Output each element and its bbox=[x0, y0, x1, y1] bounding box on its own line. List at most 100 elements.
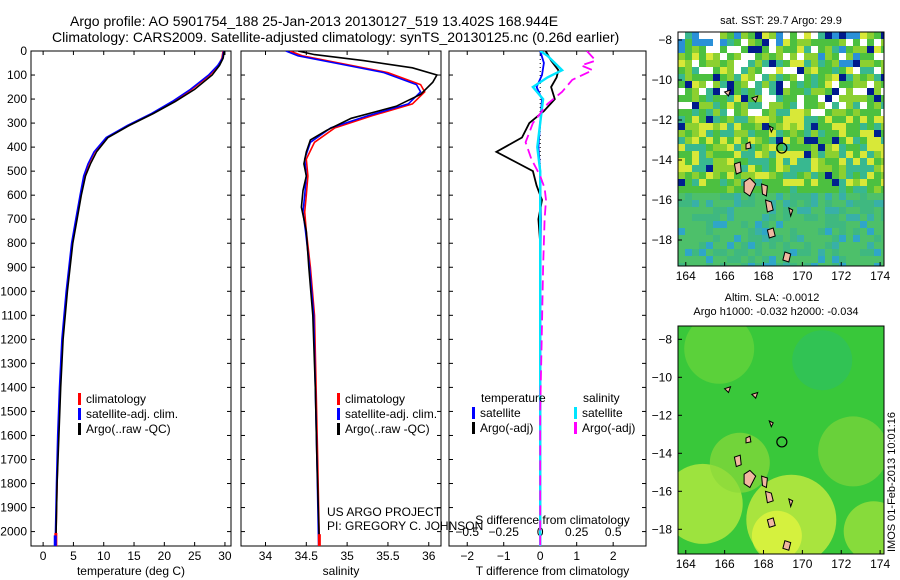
sst_map-cell bbox=[867, 179, 875, 187]
sst_map-cell bbox=[867, 165, 875, 173]
sst_map-cell bbox=[762, 46, 770, 54]
sst_map-cell bbox=[839, 151, 847, 159]
sst_map-cell bbox=[804, 228, 812, 236]
sst_map-cell bbox=[797, 67, 805, 75]
sst_map-cell bbox=[811, 102, 819, 110]
sst_map-cell bbox=[748, 200, 756, 208]
sst_map-cell bbox=[741, 256, 749, 264]
sst_map-cell bbox=[713, 46, 721, 54]
sst_map-cell bbox=[797, 214, 805, 222]
sst_map-cell bbox=[741, 172, 749, 180]
sst_map-cell bbox=[839, 46, 847, 54]
sst_map-cell bbox=[699, 221, 707, 229]
sst_map-cell bbox=[874, 53, 882, 61]
sst_map-cell bbox=[832, 81, 840, 89]
sst_map-cell bbox=[692, 186, 700, 194]
difference-xtick-label: 2 bbox=[610, 549, 617, 563]
salinity-xtick-label: 34.5 bbox=[295, 549, 319, 563]
sst_map-cell bbox=[678, 60, 686, 68]
sst_map-cell bbox=[685, 116, 693, 124]
sst_map-cell bbox=[678, 179, 686, 187]
sst_map-cell bbox=[713, 130, 721, 138]
sst_map-cell bbox=[839, 32, 847, 40]
sst_map-cell bbox=[713, 242, 721, 250]
sst_map-cell bbox=[734, 172, 742, 180]
sst_map-cell bbox=[685, 151, 693, 159]
sst_map-cell bbox=[706, 263, 714, 266]
sst_map-ytick-label: −14 bbox=[652, 153, 673, 167]
sst_map-cell bbox=[776, 32, 784, 40]
sst_map-cell bbox=[881, 109, 884, 117]
sst_map-cell bbox=[741, 116, 749, 124]
sst_map-cell bbox=[860, 214, 868, 222]
sst_map-cell bbox=[685, 228, 693, 236]
sst_map-cell bbox=[860, 200, 868, 208]
sst_map-cell bbox=[727, 67, 735, 75]
sst_map-cell bbox=[853, 130, 861, 138]
sst_map-cell bbox=[678, 165, 686, 173]
sst_map-cell bbox=[818, 95, 826, 103]
sst_map-cell bbox=[853, 242, 861, 250]
sst_map-cell bbox=[881, 102, 884, 110]
sst_map-cell bbox=[790, 130, 798, 138]
sst_map-cell bbox=[832, 151, 840, 159]
sst_map-cell bbox=[797, 263, 805, 266]
temperature-ytick-label: 1100 bbox=[1, 308, 27, 322]
sst_map-cell bbox=[846, 116, 854, 124]
sst_map-cell bbox=[783, 60, 791, 68]
sst_map-cell bbox=[762, 88, 770, 96]
sst_map-cell bbox=[748, 165, 756, 173]
sst_map-cell bbox=[741, 60, 749, 68]
sst_map-cell bbox=[881, 228, 884, 236]
sst_map-cell bbox=[874, 242, 882, 250]
sst_map-cell bbox=[874, 151, 882, 159]
difference-s-tick-label: −0.5 bbox=[455, 525, 479, 539]
sst_map-cell bbox=[720, 193, 728, 201]
sla_map-island bbox=[745, 435, 752, 444]
sst_map-cell bbox=[867, 53, 875, 61]
salinity-end-mark bbox=[317, 534, 321, 546]
sst_map-cell bbox=[727, 109, 735, 117]
sst_map-cell bbox=[867, 158, 875, 166]
sst_map-cell bbox=[804, 207, 812, 215]
sst_map-cell bbox=[699, 144, 707, 152]
sst_map-cell bbox=[769, 67, 777, 75]
salinity-legend-swatch bbox=[337, 423, 340, 435]
sst_map-cell bbox=[818, 214, 826, 222]
sst_map-cell bbox=[685, 130, 693, 138]
sst_map-cell bbox=[804, 95, 812, 103]
sst_map-cell bbox=[727, 235, 735, 243]
temperature-xtick-label: 30 bbox=[218, 549, 232, 563]
sst_map-cell bbox=[881, 242, 884, 250]
sst_map-cell bbox=[741, 74, 749, 82]
sst_map-cell bbox=[860, 116, 868, 124]
sst_map-cell bbox=[874, 130, 882, 138]
difference-series-s-argo-adj- bbox=[524, 51, 598, 546]
sst_map-cell bbox=[769, 81, 777, 89]
sst_map-cell bbox=[692, 144, 700, 152]
sst_map-cell bbox=[720, 235, 728, 243]
sst_map-cell bbox=[720, 116, 728, 124]
sst_map-cell bbox=[790, 53, 798, 61]
sst_map-cell bbox=[776, 151, 784, 159]
sst_map-cell bbox=[713, 53, 721, 61]
sst_map-cell bbox=[720, 256, 728, 264]
sst_map-cell bbox=[727, 214, 735, 222]
sst_map-cell bbox=[853, 256, 861, 264]
sst_map-cell bbox=[853, 228, 861, 236]
sst_map-cell bbox=[818, 102, 826, 110]
sst_map-cell bbox=[874, 88, 882, 96]
sst_map-cell bbox=[832, 263, 840, 266]
sst_map-cell bbox=[832, 144, 840, 152]
sst_map-cell bbox=[881, 123, 884, 131]
sst_map-cell bbox=[790, 116, 798, 124]
temperature-frame bbox=[30, 50, 232, 547]
sst_map-cell bbox=[881, 214, 884, 222]
footer-stamp: IMOS 01-Feb-2013 10:01:16 bbox=[886, 412, 898, 552]
sst_map-cell bbox=[755, 235, 763, 243]
sst_map-cell bbox=[846, 102, 854, 110]
sst_map-cell bbox=[818, 144, 826, 152]
sst_map-cell bbox=[797, 207, 805, 215]
sst_map-cell bbox=[755, 60, 763, 68]
sst_map-cell bbox=[692, 130, 700, 138]
